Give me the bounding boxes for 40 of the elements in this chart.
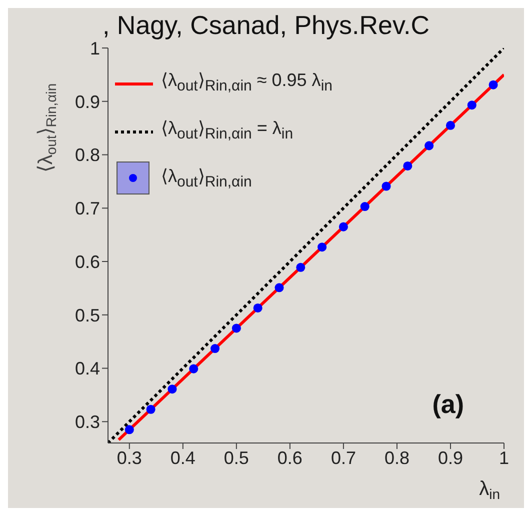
point	[210, 344, 220, 354]
y-tick-label: 0.5	[74, 305, 100, 326]
legend-label: ⟨λ$_{out}$⟩$_{Rin,αin}$ = λ$_{in}$	[161, 117, 294, 143]
y-tick-label: 0.8	[74, 145, 100, 166]
x-tick-label: 0.6	[277, 448, 302, 468]
x-tick-label: 0.7	[330, 448, 356, 468]
y-tick-label: 1	[90, 38, 100, 58]
x-axis-title: λ$_{in}$	[479, 478, 500, 502]
legend-label: ⟨λ$_{out}$⟩$_{Rin,αin}$	[161, 165, 252, 191]
point	[296, 262, 306, 272]
annotation: (a)	[432, 389, 464, 419]
point	[424, 141, 434, 150]
y-tick-label: 0.3	[74, 412, 100, 432]
point	[338, 222, 348, 232]
point	[146, 404, 156, 414]
x-tick-label: 0.4	[170, 448, 196, 468]
x-tick-label: 0.8	[384, 448, 410, 468]
point	[403, 161, 412, 170]
y-tick-label: 0.6	[74, 252, 100, 272]
point	[189, 364, 198, 374]
point	[360, 202, 370, 212]
y-tick-label: 0.9	[74, 92, 100, 112]
point	[318, 242, 327, 252]
point	[382, 182, 391, 191]
x-tick-label: 0.5	[224, 448, 249, 468]
x-tick-label: 0.9	[438, 448, 463, 468]
point	[232, 324, 241, 333]
chart-title: , Nagy, Csanad, Phys.Rev.C	[102, 10, 430, 40]
point	[274, 283, 284, 292]
x-tick-label: 0.3	[116, 448, 142, 468]
point	[253, 303, 262, 312]
point	[446, 120, 455, 130]
point	[467, 100, 476, 110]
point	[168, 384, 177, 394]
y-tick-label: 0.7	[74, 198, 100, 219]
legend-label: ⟨λ$_{out}$⟩$_{Rin,αin}$ ≈ 0.95 λ$_{in}$	[161, 69, 332, 95]
y-tick-label: 0.4	[74, 358, 100, 379]
x-tick-label: 1	[498, 448, 510, 468]
point	[124, 425, 134, 434]
point	[488, 80, 498, 90]
